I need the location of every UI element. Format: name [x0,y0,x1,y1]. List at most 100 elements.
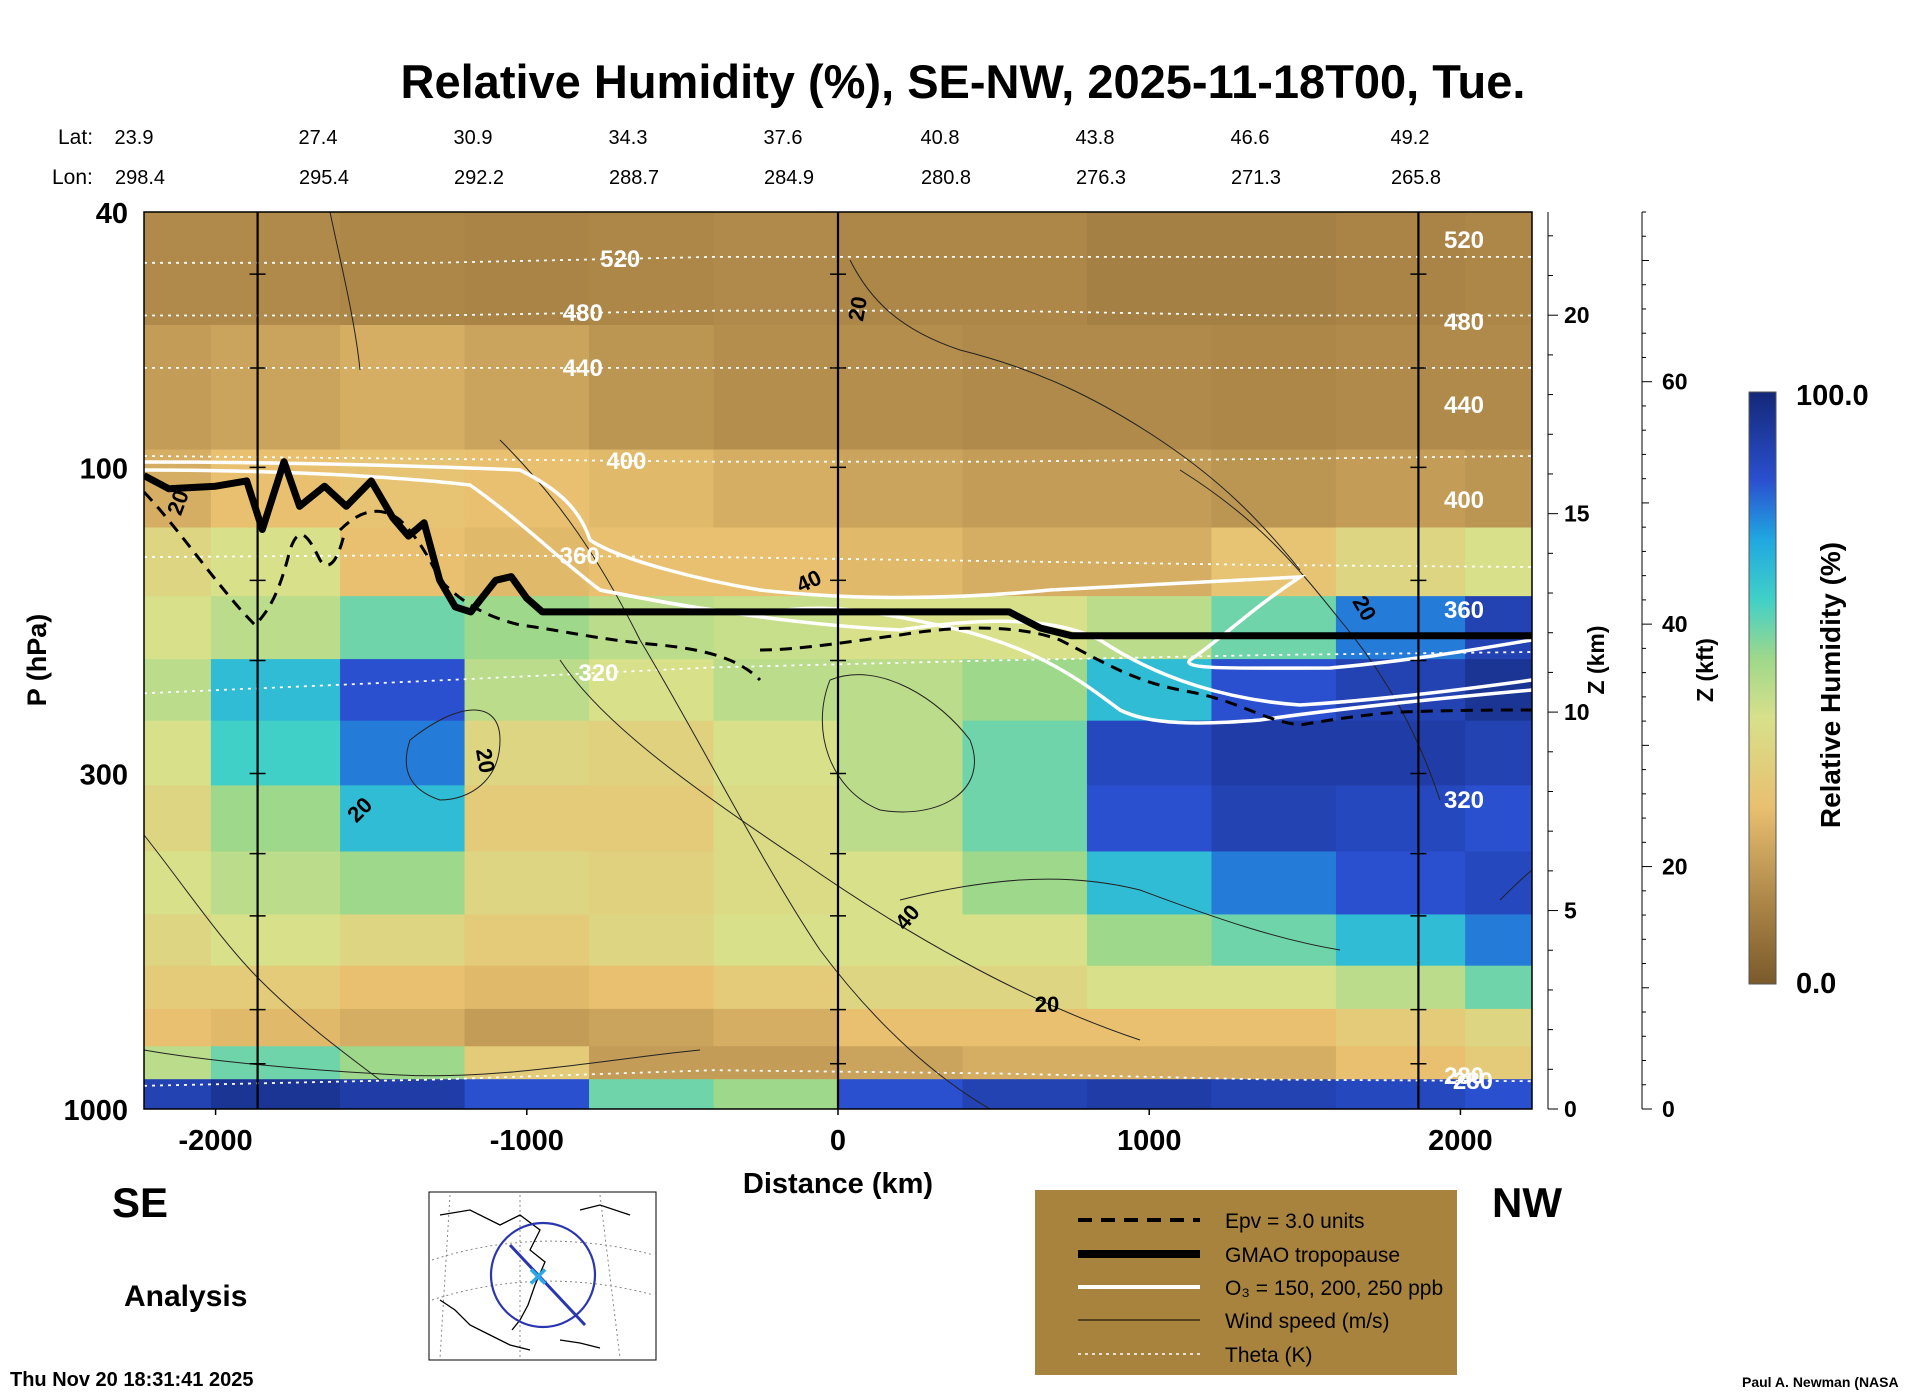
zft-tick-label: 40 [1662,611,1688,637]
rh-cell [464,965,590,1010]
latlon-guide-lines [249,212,1427,1109]
lon-value: 265.8 [1391,167,1441,189]
colorbar-label: Relative Humidity (%) [1815,542,1846,828]
rh-cell [713,914,839,967]
rh-cell [144,720,212,786]
rh-cell [1335,914,1466,967]
section-circle-icon [489,1221,597,1329]
rh-cell [962,1008,1088,1047]
theta-label: 360 [560,543,600,570]
rh-cell [838,1008,963,1047]
rh-cell [1465,965,1532,1010]
theta-right-label: 520 [1444,227,1484,254]
epv-contour [759,626,1532,727]
rh-cell [838,785,963,852]
rh-cell [144,914,212,967]
rh-cell [589,527,715,597]
rh-cell [1465,1008,1532,1047]
se-label: SE [112,1179,168,1226]
theta-line [144,309,1532,317]
rh-cell [1465,212,1532,326]
rh-cell [589,785,715,852]
rh-cell [464,1079,590,1109]
globe-section-map-icon [431,1194,655,1359]
rh-cell [962,914,1088,967]
p-tick-label: 40 [96,198,128,230]
plot-area [144,212,1532,1109]
rh-cell [589,1008,715,1047]
rh-cell [144,324,212,451]
lon-value: 288.7 [609,167,659,189]
theta-label: 320 [578,660,618,687]
rh-cell [210,1079,341,1109]
nw-label: NW [1492,1179,1562,1226]
z-axis-label: Z (km) [1583,626,1609,695]
zft-tick-label: 20 [1662,854,1688,880]
wind-contour [849,259,1301,571]
rh-cell [340,1079,466,1109]
lat-value: 30.9 [454,127,493,149]
theta-right-label: 480 [1444,309,1484,336]
rh-cell [962,324,1088,451]
legend-tropopause-label: GMAO tropopause [1225,1244,1400,1267]
lat-value: 27.4 [299,127,338,149]
x-tick-label: -2000 [178,1125,252,1157]
theta-label: 480 [563,300,603,327]
rh-cell [340,914,466,967]
z-tick-label: 5 [1564,898,1577,924]
x-tick-label: 2000 [1428,1125,1493,1157]
p-tick-label: 1000 [63,1095,128,1127]
rh-cell [962,720,1088,786]
legend: Epv = 3.0 units GMAO tropopause O₃ = 150… [1035,1190,1457,1375]
rh-cell [1335,720,1466,786]
rh-cell [589,851,715,915]
lon-value: 298.4 [115,167,165,189]
y-axis-label: P (hPa) [22,614,52,707]
rh-cell [1211,449,1337,529]
rh-cell [1335,1079,1466,1109]
theta-line [144,1069,1532,1087]
rh-cell [589,1079,715,1109]
rh-cell [464,851,590,915]
z-tick-label: 10 [1564,699,1590,725]
theta-right-label: 440 [1444,392,1484,419]
lat-value: 49.2 [1391,127,1430,149]
rh-cell [1211,1046,1337,1080]
z-axis: 0 5 10 15 20 [1547,212,1590,1122]
section-line-icon [508,1243,587,1327]
theta-right-label: 360 [1444,597,1484,624]
rh-cell [1086,1046,1212,1080]
rh-cell [589,965,715,1010]
lon-value: 292.2 [454,167,504,189]
wind-contour [405,709,501,801]
analysis-label: Analysis [124,1280,247,1313]
x-tick-label: -1000 [490,1125,564,1157]
overlays [144,212,1532,1109]
rh-cell [1465,720,1532,786]
rh-cell [210,659,341,722]
theta-line [144,455,1532,463]
lon-value: 284.9 [764,167,814,189]
chart-title: Relative Humidity (%), SE-NW, 2025-11-18… [401,55,1526,108]
rh-cell [1335,785,1466,852]
rh-cell [713,449,839,529]
rh-cell [1335,212,1466,326]
rh-cell [1086,720,1212,786]
rh-cell [144,596,212,660]
rh-cell [340,596,466,660]
wind-contour [144,834,381,1081]
theta-line [144,651,1532,695]
rh-cell [589,914,715,967]
rh-cell [962,1079,1088,1109]
rh-cell [962,785,1088,852]
colorbar [1748,391,1777,985]
rh-cell [340,212,466,326]
rh-cell [713,965,839,1010]
rh-cell [144,785,212,852]
rh-cell [1465,527,1532,597]
timestamp: Thu Nov 20 18:31:41 2025 [10,1369,253,1391]
theta-line [144,255,1532,264]
rh-cell [713,720,839,786]
rh-cell [713,324,839,451]
